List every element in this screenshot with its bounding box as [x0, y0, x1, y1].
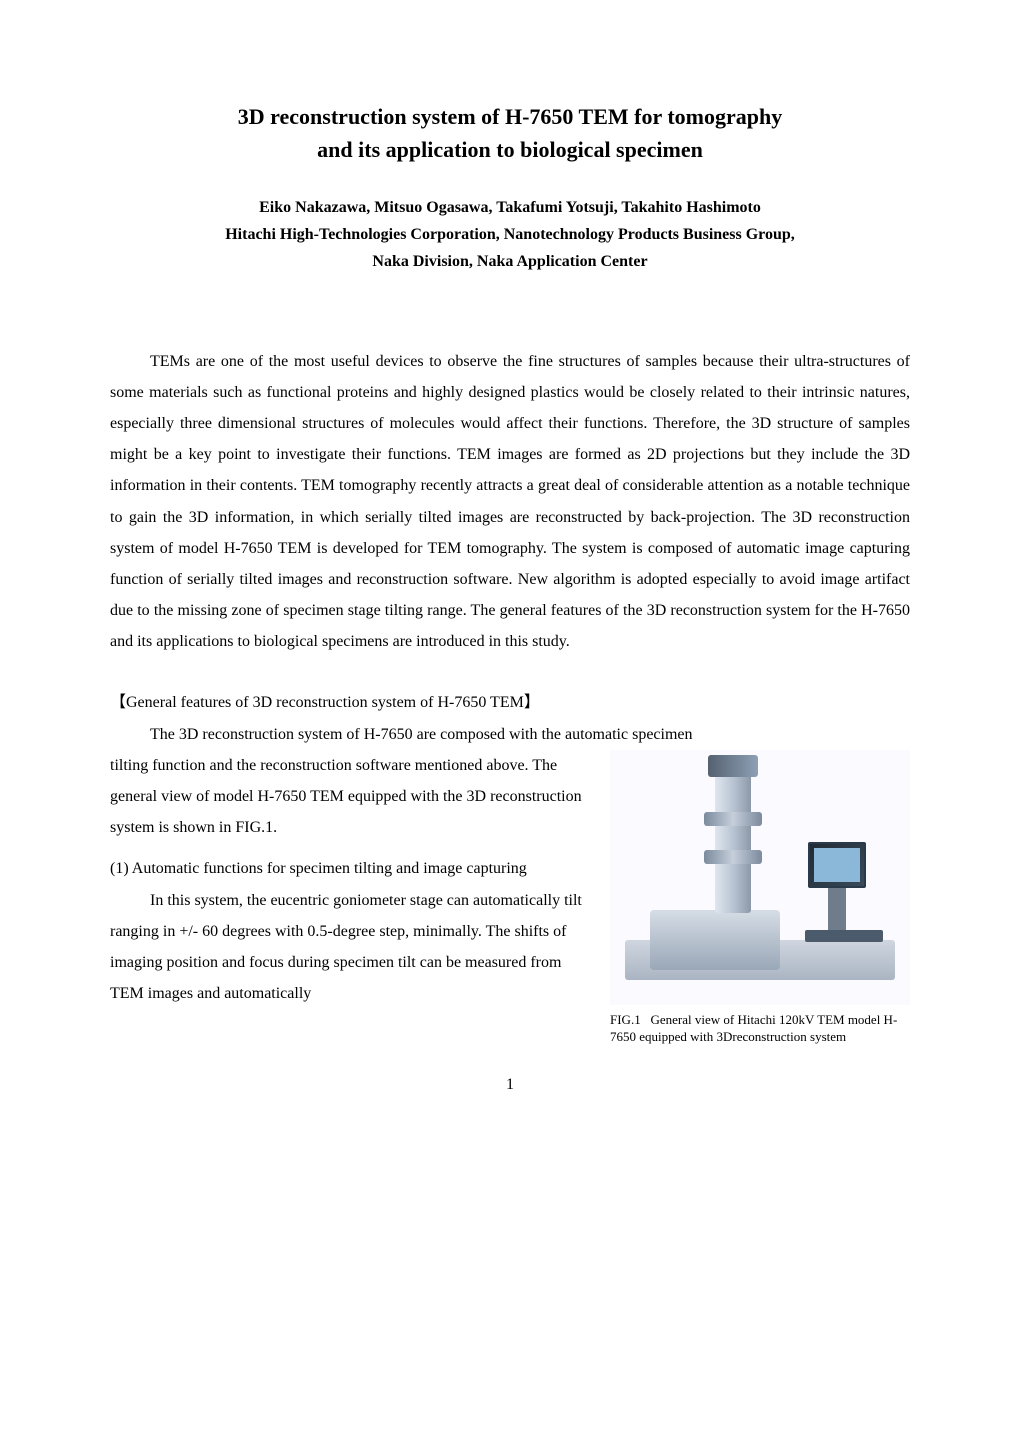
subsection-1: (1) Automatic functions for specimen til…	[110, 853, 590, 884]
subsection-number: (1)	[110, 860, 129, 877]
authors-line-3: Naka Division, Naka Application Center	[372, 253, 647, 270]
keyboard-shape	[805, 930, 883, 942]
right-column: FIG.1 General view of Hitachi 120kV TEM …	[610, 750, 910, 1046]
paragraph-1: TEMs are one of the most useful devices …	[110, 346, 910, 658]
left-column: tilting function and the reconstruction …	[110, 750, 590, 1010]
authors-line-1: Eiko Nakazawa, Mitsuo Ogasawa, Takafumi …	[259, 199, 761, 216]
tem-base-shape	[650, 910, 780, 970]
monitor-shape	[808, 842, 866, 888]
tem-ring-shape	[704, 812, 762, 826]
figure-caption-label: FIG.1	[610, 1012, 641, 1027]
authors-line-2: Hitachi High-Technologies Corporation, N…	[225, 226, 795, 243]
left-block-2: In this system, the eucentric goniometer…	[110, 885, 590, 1010]
left-block-1: tilting function and the reconstruction …	[110, 757, 582, 836]
title-line-2: and its application to biological specim…	[317, 137, 703, 162]
page-number: 1	[110, 1076, 910, 1094]
title-line-1: 3D reconstruction system of H-7650 TEM f…	[238, 104, 782, 129]
authors-block: Eiko Nakazawa, Mitsuo Ogasawa, Takafumi …	[110, 194, 910, 276]
tem-ring2-shape	[704, 850, 762, 864]
figure-1-caption: FIG.1 General view of Hitachi 120kV TEM …	[610, 1011, 910, 1046]
paper-title: 3D reconstruction system of H-7650 TEM f…	[110, 100, 910, 166]
tem-column-shape	[715, 758, 751, 913]
section-intro-text: The 3D reconstruction system of H-7650 a…	[110, 719, 910, 750]
section-heading: 【General features of 3D reconstruction s…	[110, 687, 910, 718]
subsection-title: Automatic functions for specimen tilting…	[132, 860, 527, 877]
monitor-stand-shape	[828, 888, 846, 932]
figure-1-image	[610, 750, 910, 1005]
figure-caption-text: General view of Hitachi 120kV TEM model …	[610, 1012, 897, 1045]
section-intro: The 3D reconstruction system of H-7650 a…	[110, 719, 910, 750]
tem-head-shape	[708, 755, 758, 777]
two-column-layout: tilting function and the reconstruction …	[110, 750, 910, 1046]
